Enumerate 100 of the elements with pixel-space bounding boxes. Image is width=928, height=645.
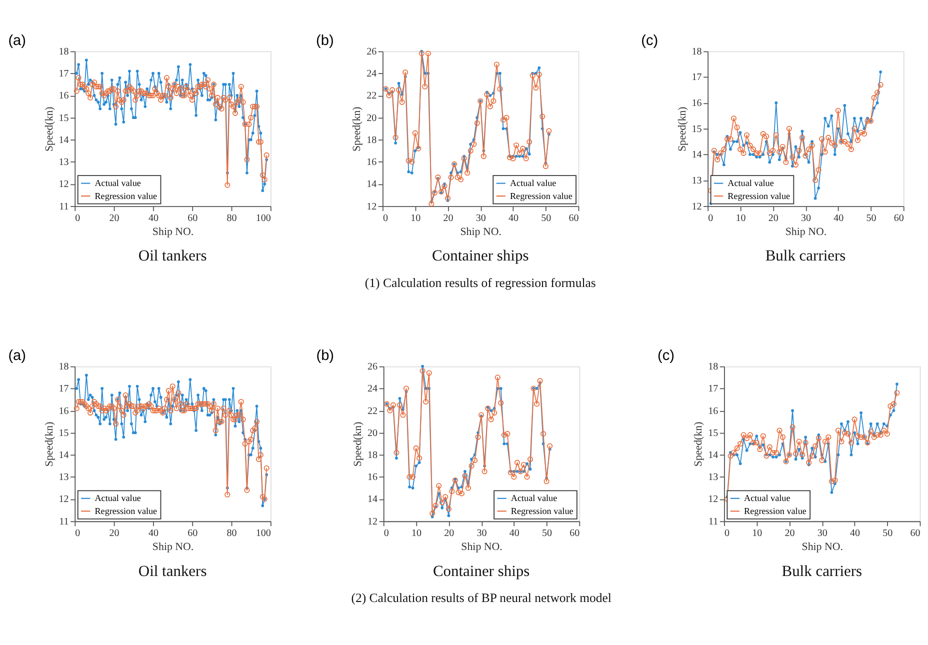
- y-tick-label: 12: [692, 201, 702, 212]
- legend-label: Regression value: [728, 190, 790, 201]
- y-tick-label: 22: [367, 406, 378, 417]
- x-tick-label: 40: [148, 528, 158, 540]
- y-tick-label: 11: [59, 516, 69, 528]
- y-tick-label: 14: [58, 450, 69, 462]
- y-tick-label: 17: [58, 68, 69, 80]
- x-tick-label: 0: [75, 213, 80, 224]
- y-tick-label: 16: [366, 157, 377, 168]
- text: Bulk carriers: [782, 562, 862, 580]
- y-axis-title: Speed(kn): [352, 421, 364, 467]
- y-tick-label: 16: [367, 472, 378, 484]
- text: Container ships: [432, 248, 529, 265]
- x-tick-label: 40: [850, 528, 860, 540]
- y-tick-label: 22: [366, 90, 377, 102]
- x-tick-label: 20: [784, 528, 795, 540]
- legend-label: Actual value: [510, 178, 556, 188]
- x-tick-label: 30: [476, 528, 487, 540]
- y-tick-label: 24: [367, 384, 378, 395]
- chart-title: (a): [8, 348, 26, 364]
- y-tick-label: 16: [692, 98, 702, 110]
- y-tick-label: 17: [692, 72, 702, 84]
- y-tick-label: 12: [58, 179, 69, 190]
- y-axis-title: Speed(kn): [676, 106, 688, 152]
- x-tick-label: 20: [768, 213, 778, 224]
- x-axis-title: Ship NO.: [460, 226, 502, 238]
- x-tick-label: 50: [866, 213, 876, 224]
- y-tick-label: 26: [367, 362, 378, 373]
- x-axis-title: Ship NO.: [152, 540, 194, 553]
- legend-label: Actual value: [510, 493, 558, 504]
- y-tick-label: 13: [708, 472, 718, 484]
- y-tick-label: 14: [367, 494, 378, 506]
- x-tick-label: 20: [444, 528, 454, 540]
- x-axis-title: Ship NO.: [802, 540, 843, 553]
- x-tick-label: 60: [894, 213, 904, 224]
- x-tick-label: 80: [226, 528, 237, 540]
- y-tick-label: 11: [708, 516, 718, 528]
- legend-label: Actual value: [94, 493, 141, 504]
- x-tick-label: 50: [541, 213, 552, 224]
- y-tick-label: 15: [58, 428, 69, 439]
- y-tick-label: 18: [366, 134, 377, 146]
- y-tick-label: 12: [58, 494, 69, 506]
- text: (1) Calculation results of regression formulas: [364, 276, 596, 290]
- y-tick-label: 15: [692, 124, 702, 135]
- x-axis-title: Ship NO.: [461, 540, 502, 553]
- y-tick-label: 17: [708, 384, 718, 395]
- y-tick-label: 18: [692, 46, 702, 58]
- y-tick-label: 14: [366, 179, 377, 190]
- x-tick-label: 60: [570, 528, 580, 540]
- y-tick-label: 16: [708, 406, 718, 417]
- x-tick-label: 60: [568, 213, 579, 224]
- x-tick-label: 0: [708, 213, 714, 224]
- x-tick-label: 60: [188, 213, 198, 224]
- x-tick-label: 10: [752, 528, 762, 540]
- x-tick-label: 40: [508, 213, 518, 224]
- x-tick-label: 60: [910, 528, 920, 540]
- y-tick-label: 18: [58, 46, 69, 58]
- y-tick-label: 16: [58, 406, 69, 417]
- y-tick-label: 13: [692, 175, 702, 186]
- x-axis-title: Ship NO.: [785, 226, 827, 238]
- legend-label: Actual value: [94, 178, 141, 188]
- x-tick-label: 50: [882, 528, 893, 540]
- x-tick-label: 30: [476, 213, 486, 224]
- text: Bulk carriers: [765, 248, 846, 265]
- legend-label: Regression value: [510, 190, 572, 201]
- y-tick-label: 11: [59, 201, 69, 212]
- x-tick-label: 40: [509, 528, 520, 540]
- y-tick-label: 12: [708, 494, 718, 506]
- x-tick-label: 10: [736, 213, 746, 224]
- legend-label: Actual value: [728, 178, 774, 188]
- legend-label: Regression value: [94, 506, 158, 516]
- y-tick-label: 18: [708, 362, 718, 373]
- x-tick-label: 0: [724, 528, 730, 540]
- x-tick-label: 0: [384, 528, 389, 540]
- text: (2) Calculation results of BP neural network model: [351, 591, 612, 606]
- y-tick-label: 24: [366, 68, 377, 80]
- x-tick-label: 10: [410, 213, 421, 224]
- chart-title: (b): [316, 348, 334, 364]
- x-tick-label: 100: [256, 213, 271, 224]
- x-tick-label: 40: [148, 213, 158, 224]
- x-tick-label: 30: [817, 528, 828, 540]
- y-axis-title: Speed(kn): [351, 106, 364, 152]
- legend-label: Actual value: [744, 493, 790, 504]
- legend-label: Regression value: [744, 506, 806, 516]
- x-tick-label: 20: [109, 528, 120, 540]
- y-axis-title: Speed(kn): [692, 421, 705, 467]
- y-axis-title: Speed(kn): [43, 421, 56, 467]
- y-tick-label: 12: [367, 516, 378, 528]
- y-tick-label: 13: [58, 472, 69, 484]
- x-tick-label: 0: [75, 528, 80, 540]
- y-tick-label: 14: [58, 134, 69, 146]
- y-tick-label: 15: [58, 112, 69, 124]
- x-tick-label: 20: [443, 213, 454, 224]
- y-tick-label: 13: [58, 157, 69, 168]
- y-tick-label: 18: [367, 450, 378, 462]
- text: Container ships: [432, 562, 530, 580]
- y-tick-label: 14: [692, 150, 702, 161]
- x-tick-label: 10: [411, 528, 422, 540]
- y-tick-label: 18: [58, 362, 69, 373]
- x-tick-label: 20: [109, 213, 120, 224]
